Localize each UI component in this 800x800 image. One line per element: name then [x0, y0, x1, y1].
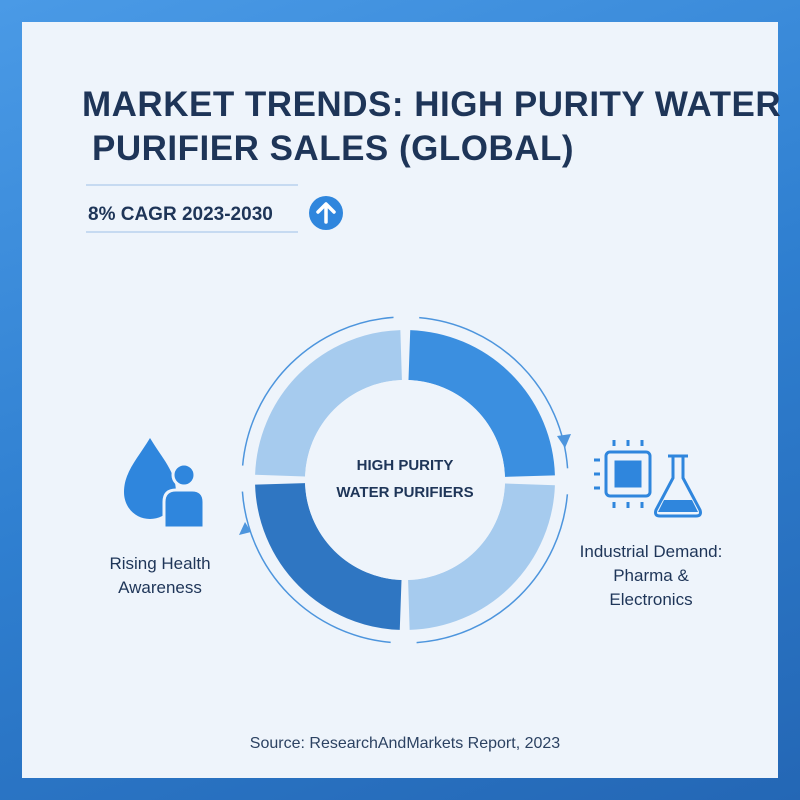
driver-label: Electronics	[609, 590, 692, 609]
driver-label: Industrial Demand:	[580, 542, 723, 561]
source: Source: ResearchAndMarkets Report, 2023	[250, 735, 560, 752]
title-line: MARKET TRENDS: HIGH PURITY WATER	[82, 85, 781, 124]
cagr-text: 8% CAGR 2023-2030	[88, 204, 273, 225]
center-label: WATER PURIFIERS	[336, 484, 473, 501]
title-line: PURIFIER SALES (GLOBAL)	[92, 129, 574, 168]
industry-icon	[594, 440, 702, 518]
driver-label: Awareness	[118, 578, 202, 597]
health-icon	[124, 438, 206, 530]
cycle-ring	[239, 316, 571, 644]
center-label: HIGH PURITY	[357, 457, 454, 474]
driver-label: Pharma &	[613, 566, 689, 585]
driver-label: Rising Health	[109, 554, 210, 573]
up-arrow-icon	[309, 196, 343, 230]
